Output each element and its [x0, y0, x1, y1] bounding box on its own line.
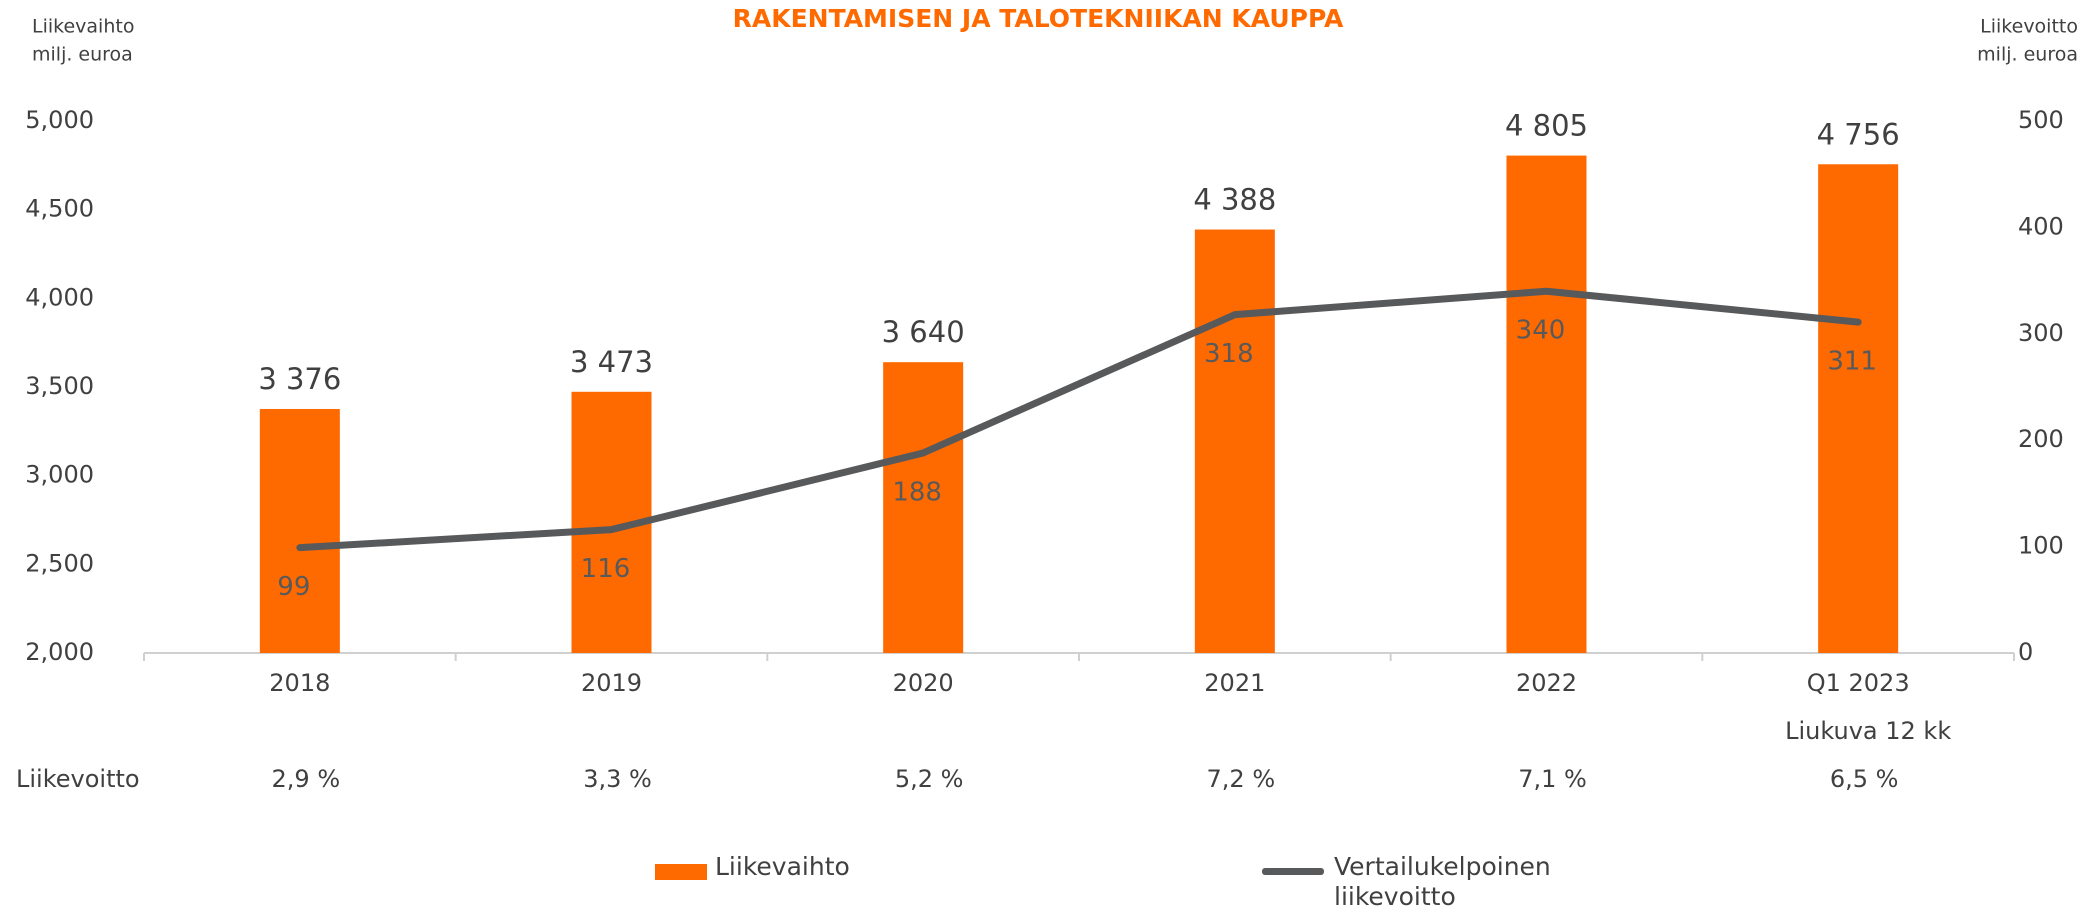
row-value: 7,2 % [1207, 765, 1276, 793]
bar [1818, 164, 1899, 653]
y2-axis-label: milj. euroa [1977, 44, 2078, 66]
legend-label: Liikevaihto [715, 852, 850, 881]
y-tick-label: 4,500 [25, 195, 94, 223]
y2-tick-label: 400 [2018, 212, 2064, 240]
x-tick-label: 2020 [893, 669, 954, 697]
y-tick-label: 5,000 [25, 106, 94, 134]
row-value: 2,9 % [272, 765, 341, 793]
bar-value-label: 3 473 [570, 345, 653, 379]
bar [259, 408, 340, 653]
bar-value-label: 3 376 [258, 362, 341, 396]
row-value: 7,1 % [1518, 765, 1587, 793]
y-tick-label: 3,000 [25, 461, 94, 489]
line [296, 287, 1862, 552]
y2-tick-label: 100 [2018, 532, 2064, 560]
legend-item: Liikevaihto [655, 852, 850, 881]
line-value-label: 116 [581, 554, 631, 584]
line-value-label: 188 [892, 477, 942, 507]
legend-swatch [655, 864, 707, 880]
bar [1194, 229, 1275, 653]
y2-tick-label: 300 [2018, 319, 2064, 347]
y2-tick-label: 0 [2018, 638, 2033, 666]
bar-value-label: 4 756 [1817, 117, 1900, 151]
y-axis-label: milj. euroa [32, 44, 133, 66]
x-tick-label: 2022 [1516, 669, 1577, 697]
x-tick-label: 2021 [1204, 669, 1265, 697]
legend-item: Vertailukelpoinen liikevoitto [1262, 852, 1564, 912]
x-tick-label: Q1 2023 [1807, 669, 1910, 697]
bar-value-label: 4 805 [1505, 109, 1588, 143]
y2-tick-label: 200 [2018, 425, 2064, 453]
line-value-label: 311 [1827, 347, 1877, 377]
y-tick-label: 2,500 [25, 549, 94, 577]
y-axis-label: Liikevaihto [32, 16, 134, 38]
bar-value-label: 3 640 [882, 315, 965, 349]
line-value-label: 340 [1516, 316, 1566, 346]
y-tick-label: 3,500 [25, 372, 94, 400]
y-tick-label: 4,000 [25, 283, 94, 311]
y2-axis-label: Liikevoitto [1980, 16, 2078, 38]
chart-title: RAKENTAMISEN JA TALOTEKNIIKAN KAUPPA [733, 4, 1344, 33]
row-label: Liikevoitto [16, 765, 140, 793]
row-value: 5,2 % [895, 765, 964, 793]
line-value-label: 99 [277, 572, 310, 602]
legend-label: Vertailukelpoinen liikevoitto [1334, 852, 1551, 911]
category-note: Liukuva 12 kk [1785, 717, 1951, 745]
x-tick-label: 2018 [269, 669, 330, 697]
line-value-label: 318 [1204, 339, 1254, 369]
y2-tick-label: 500 [2018, 106, 2064, 134]
legend-swatch [1262, 868, 1324, 875]
bar [1506, 155, 1587, 653]
bar [883, 362, 964, 653]
row-value: 3,3 % [583, 765, 652, 793]
row-value: 6,5 % [1830, 765, 1899, 793]
y-tick-label: 2,000 [25, 638, 94, 666]
x-tick-label: 2019 [581, 669, 642, 697]
bar-value-label: 4 388 [1193, 183, 1276, 217]
